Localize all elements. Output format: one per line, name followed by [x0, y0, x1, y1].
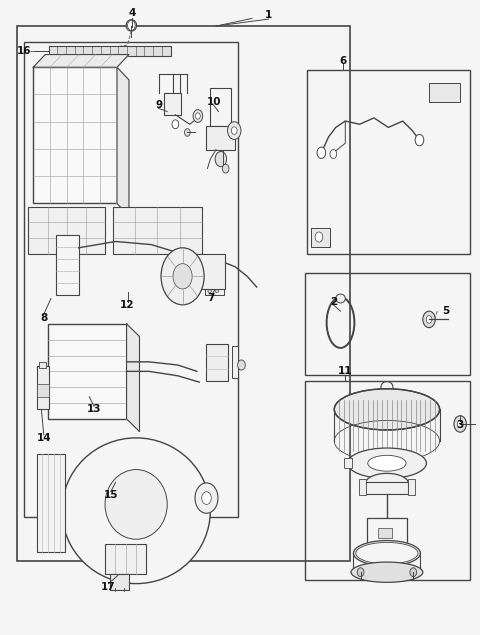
Bar [56, 235, 79, 295]
Text: 5: 5 [442, 306, 449, 316]
Ellipse shape [356, 542, 418, 564]
Text: 17: 17 [101, 582, 116, 592]
Bar [36, 384, 48, 397]
Circle shape [208, 288, 212, 293]
Circle shape [215, 152, 227, 167]
Text: 3: 3 [456, 420, 464, 431]
Circle shape [195, 113, 200, 119]
Text: 6: 6 [339, 56, 347, 66]
Bar [367, 518, 407, 545]
Bar [305, 381, 470, 580]
Bar [110, 574, 129, 590]
Ellipse shape [368, 455, 406, 471]
Bar [307, 70, 470, 254]
Text: 10: 10 [206, 97, 221, 107]
Circle shape [215, 288, 219, 293]
Bar [206, 126, 235, 150]
Circle shape [317, 147, 325, 159]
Bar [232, 346, 238, 378]
Bar [191, 254, 225, 289]
Bar [164, 93, 181, 115]
Bar [429, 83, 460, 102]
Bar [105, 544, 146, 574]
Text: 7: 7 [207, 293, 215, 304]
Circle shape [222, 164, 229, 173]
Text: 4: 4 [129, 8, 136, 18]
Bar [48, 46, 170, 57]
Circle shape [457, 420, 463, 428]
Ellipse shape [62, 438, 210, 584]
Circle shape [228, 122, 241, 140]
Bar [206, 344, 228, 381]
Circle shape [173, 264, 192, 289]
Ellipse shape [348, 448, 426, 478]
Bar [359, 479, 366, 495]
Circle shape [315, 232, 323, 242]
Bar [305, 273, 470, 375]
Bar [17, 26, 350, 561]
Circle shape [195, 483, 218, 513]
Ellipse shape [336, 294, 345, 303]
Circle shape [172, 120, 179, 129]
Text: 1: 1 [265, 10, 272, 20]
Bar [28, 206, 105, 254]
Circle shape [454, 416, 467, 432]
Circle shape [231, 127, 237, 135]
Circle shape [426, 316, 432, 323]
Circle shape [184, 129, 190, 137]
Bar [408, 479, 415, 495]
Ellipse shape [105, 469, 167, 539]
Bar [36, 454, 65, 552]
Polygon shape [117, 67, 129, 216]
Circle shape [161, 248, 204, 305]
Circle shape [202, 491, 211, 504]
Circle shape [238, 360, 245, 370]
Bar [38, 362, 46, 368]
Text: 14: 14 [36, 433, 51, 443]
Polygon shape [127, 324, 140, 432]
Text: 9: 9 [155, 100, 162, 110]
Circle shape [128, 20, 135, 30]
Circle shape [410, 568, 417, 577]
Bar [365, 482, 408, 493]
Bar [344, 458, 352, 468]
Polygon shape [33, 55, 129, 67]
Bar [205, 276, 224, 295]
Ellipse shape [334, 389, 440, 430]
Bar [33, 67, 117, 203]
Ellipse shape [365, 473, 408, 493]
Ellipse shape [351, 562, 423, 582]
Text: 2: 2 [330, 297, 337, 307]
Circle shape [423, 311, 435, 328]
Circle shape [193, 110, 203, 123]
Circle shape [330, 150, 336, 159]
Ellipse shape [353, 540, 420, 566]
Bar [378, 528, 392, 538]
Circle shape [357, 568, 364, 577]
Text: 12: 12 [120, 300, 135, 310]
Text: 8: 8 [40, 312, 48, 323]
Ellipse shape [126, 20, 137, 31]
Text: 15: 15 [104, 490, 118, 500]
Text: 11: 11 [338, 366, 352, 377]
Bar [210, 88, 231, 126]
Bar [24, 42, 238, 517]
Bar [113, 206, 202, 254]
Text: 13: 13 [87, 404, 101, 415]
Bar [48, 324, 127, 419]
Circle shape [415, 135, 424, 146]
Text: 16: 16 [16, 46, 31, 57]
Bar [36, 366, 48, 410]
Bar [311, 227, 330, 246]
